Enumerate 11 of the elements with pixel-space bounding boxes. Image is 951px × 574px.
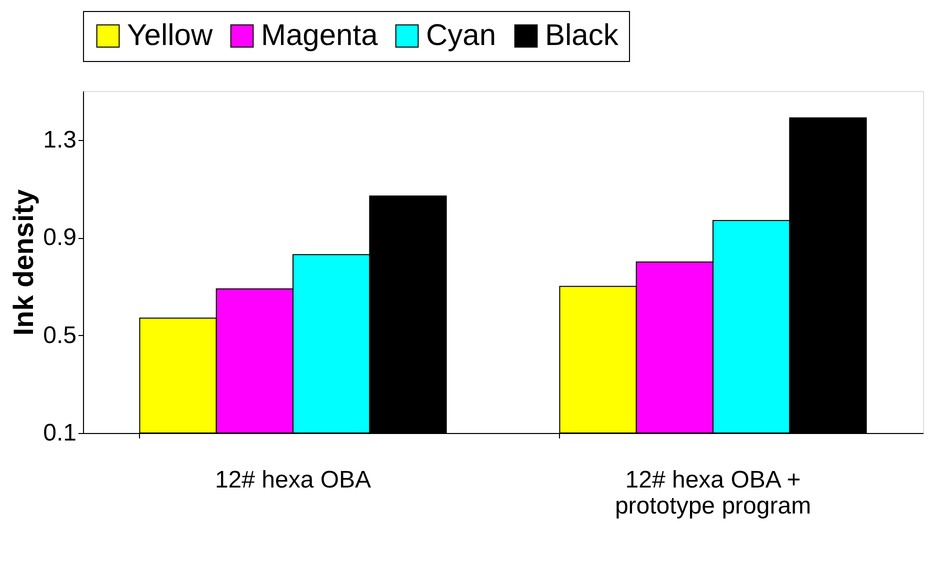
- x-tick-label: 12# hexa OBA: [214, 466, 372, 494]
- y-tick-label: 1.3: [43, 126, 76, 154]
- legend-label: Cyan: [426, 19, 496, 52]
- legend-label: Magenta: [261, 19, 378, 52]
- legend-label: Black: [545, 19, 620, 52]
- y-axis-title: Ink density: [8, 188, 40, 336]
- y-tick-label: 0.5: [43, 322, 76, 349]
- y-tick-label: 0.1: [43, 420, 76, 446]
- y-tick-label: 0.9: [43, 224, 76, 252]
- x-tick-label: 12# hexa OBA + prototype program: [614, 466, 812, 520]
- legend-label: Yellow: [127, 19, 213, 52]
